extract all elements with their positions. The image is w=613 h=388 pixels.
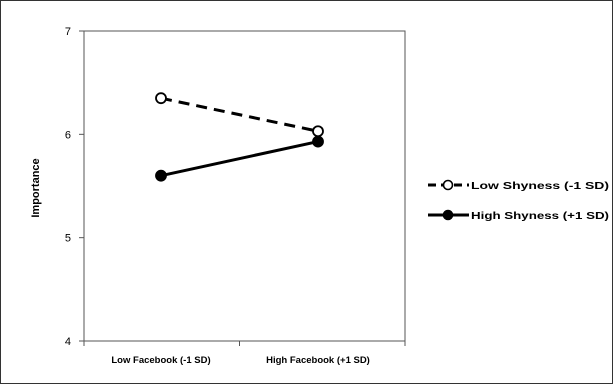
legend-label: Low Shyness (-1 SD) bbox=[471, 181, 609, 192]
x-tick-label: High Facebook (+1 SD) bbox=[266, 355, 370, 366]
legend-item: High Shyness (+1 SD) bbox=[428, 209, 609, 222]
data-point bbox=[155, 169, 167, 182]
y-axis-ticks: 4 5 6 7 bbox=[65, 26, 84, 348]
legend: Low Shyness (-1 SD) High Shyness (+1 SD) bbox=[428, 179, 609, 222]
legend-marker bbox=[442, 209, 454, 221]
y-tick-label: 5 bbox=[65, 233, 71, 245]
y-tick-label: 4 bbox=[65, 336, 71, 348]
series-layer bbox=[155, 92, 324, 182]
y-tick-label: 7 bbox=[65, 26, 71, 38]
y-axis-label: Importance bbox=[30, 158, 42, 217]
legend-marker bbox=[442, 179, 454, 191]
series-low-shyness bbox=[155, 92, 324, 138]
legend-label: High Shyness (+1 SD) bbox=[471, 211, 609, 222]
data-point bbox=[312, 135, 324, 148]
x-tick-label: Low Facebook (-1 SD) bbox=[111, 355, 210, 366]
series-line bbox=[160, 140, 319, 178]
y-tick-label: 6 bbox=[65, 129, 71, 141]
axes bbox=[83, 30, 406, 342]
data-point bbox=[155, 92, 167, 105]
x-axis-ticks: Low Facebook (-1 SD) High Facebook (+1 SD… bbox=[83, 341, 406, 366]
series-high-shyness bbox=[155, 135, 324, 182]
data-point bbox=[312, 125, 324, 138]
plot-area-border bbox=[83, 30, 406, 342]
legend-item: Low Shyness (-1 SD) bbox=[428, 179, 609, 192]
series-line bbox=[160, 96, 319, 133]
